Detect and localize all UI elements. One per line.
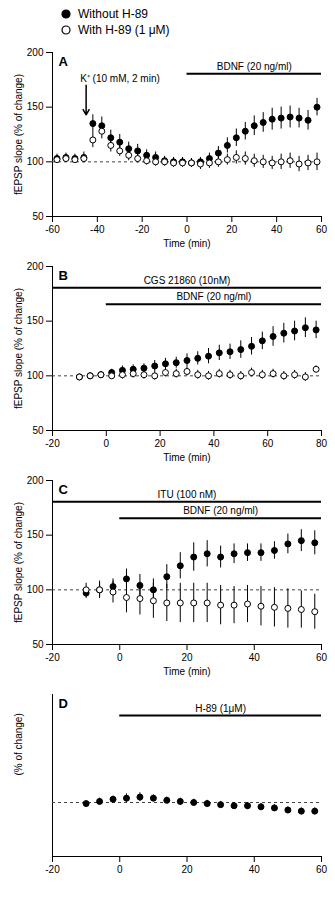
svg-text:K⁺ (10 mM, 2 min): K⁺ (10 mM, 2 min) [80,73,160,84]
svg-text:40: 40 [271,224,283,235]
svg-text:100: 100 [27,370,44,381]
svg-text:60: 60 [316,864,328,875]
svg-text:BDNF (20 ng/ml): BDNF (20 ng/ml) [217,61,292,72]
svg-text:H-89 (1μM): H-89 (1μM) [195,703,246,714]
svg-text:Time (min): Time (min) [163,666,210,677]
svg-text:A: A [59,54,69,69]
svg-text:-20: -20 [45,652,60,663]
svg-text:40: 40 [208,438,220,449]
svg-text:50: 50 [32,639,44,650]
svg-text:150: 150 [27,529,44,540]
svg-text:BDNF (20 ng/ml): BDNF (20 ng/ml) [176,291,251,302]
svg-text:Time (min): Time (min) [163,238,210,249]
svg-text:fEPSP slope (% of change): fEPSP slope (% of change) [13,74,24,195]
svg-text:200: 200 [27,475,44,486]
svg-text:BDNF (20 ng/ml): BDNF (20 ng/ml) [183,505,258,516]
svg-text:0: 0 [117,864,123,875]
svg-text:-20: -20 [45,438,60,449]
svg-text:80: 80 [316,438,328,449]
svg-text:20: 20 [181,652,193,663]
svg-text:60: 60 [316,224,328,235]
svg-text:-60: -60 [45,224,60,235]
svg-text:Time (min): Time (min) [163,452,210,463]
svg-text:20: 20 [155,438,167,449]
svg-text:50: 50 [32,211,44,222]
svg-text:60: 60 [262,438,274,449]
svg-text:fEPSP slope (% of change): fEPSP slope (% of change) [13,502,24,623]
svg-text:0: 0 [104,438,110,449]
svg-text:40: 40 [249,652,261,663]
svg-text:40: 40 [249,864,261,875]
svg-text:0: 0 [184,224,190,235]
svg-text:B: B [59,268,68,283]
svg-text:200: 200 [27,47,44,58]
html-text:With H-89 (1 μM): With H-89 (1 μM) [78,23,170,37]
svg-text:150: 150 [27,101,44,112]
svg-text:200: 200 [27,261,44,272]
html-text:Without H-89: Without H-89 [78,7,148,21]
svg-text:20: 20 [181,864,193,875]
svg-text:C: C [59,482,69,497]
svg-text:-20: -20 [45,864,60,875]
svg-text:100: 100 [27,156,44,167]
svg-text:fEPSP slope (% of change): fEPSP slope (% of change) [13,288,24,409]
svg-text:20: 20 [226,224,238,235]
svg-text:(% of change): (% of change) [13,713,24,775]
svg-text:60: 60 [316,652,328,663]
svg-text:ITU (100 nM): ITU (100 nM) [158,489,217,500]
svg-text:CGS 21860 (10nM): CGS 21860 (10nM) [144,275,231,286]
svg-text:-40: -40 [90,224,105,235]
svg-text:50: 50 [32,425,44,436]
svg-text:-20: -20 [135,224,150,235]
svg-text:150: 150 [27,315,44,326]
svg-text:100: 100 [27,584,44,595]
svg-text:D: D [59,696,68,711]
svg-text:0: 0 [117,652,123,663]
